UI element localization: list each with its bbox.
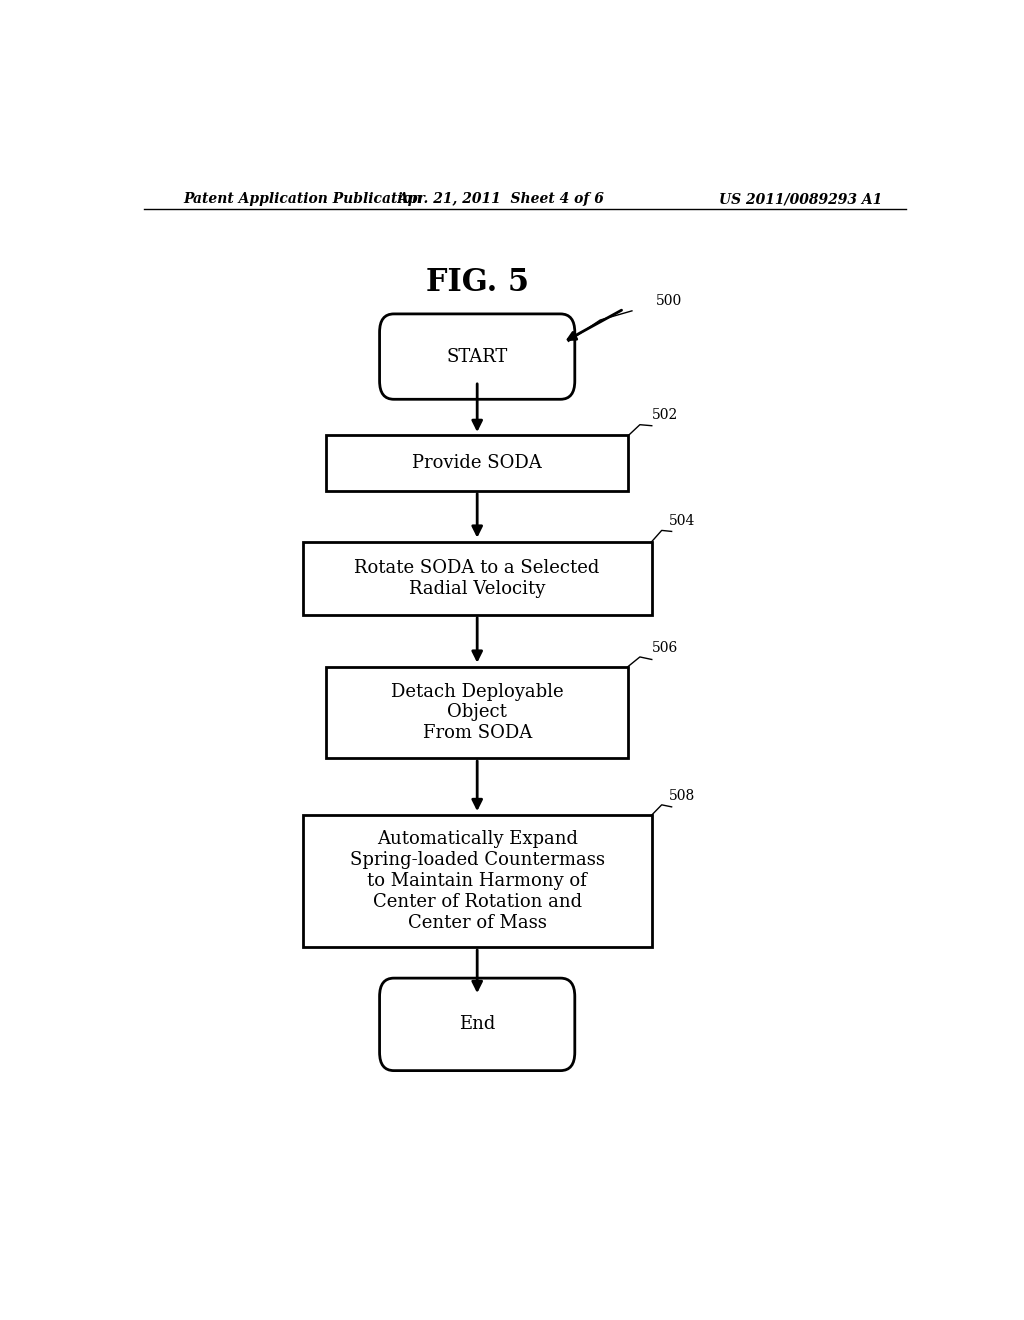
Text: End: End [459,1015,496,1034]
Bar [327,667,628,758]
FancyBboxPatch shape [380,978,574,1071]
Text: 500: 500 [655,294,682,308]
Bar [327,436,628,491]
FancyBboxPatch shape [380,314,574,399]
Text: US 2011/0089293 A1: US 2011/0089293 A1 [719,191,882,206]
Text: 504: 504 [669,515,695,528]
Text: 506: 506 [652,642,678,656]
Text: FIG. 5: FIG. 5 [426,267,528,298]
Text: Rotate SODA to a Selected
Radial Velocity: Rotate SODA to a Selected Radial Velocit… [354,558,600,598]
Text: Patent Application Publication: Patent Application Publication [183,191,423,206]
Bar [303,814,652,948]
Bar [303,541,652,615]
Text: START: START [446,347,508,366]
Text: Detach Deployable
Object
From SODA: Detach Deployable Object From SODA [391,682,563,742]
Text: Apr. 21, 2011  Sheet 4 of 6: Apr. 21, 2011 Sheet 4 of 6 [397,191,604,206]
Text: 502: 502 [652,408,678,421]
Text: 508: 508 [669,789,694,803]
Text: Provide SODA: Provide SODA [413,454,542,473]
Text: Automatically Expand
Spring-loaded Countermass
to Maintain Harmony of
Center of : Automatically Expand Spring-loaded Count… [349,830,605,932]
